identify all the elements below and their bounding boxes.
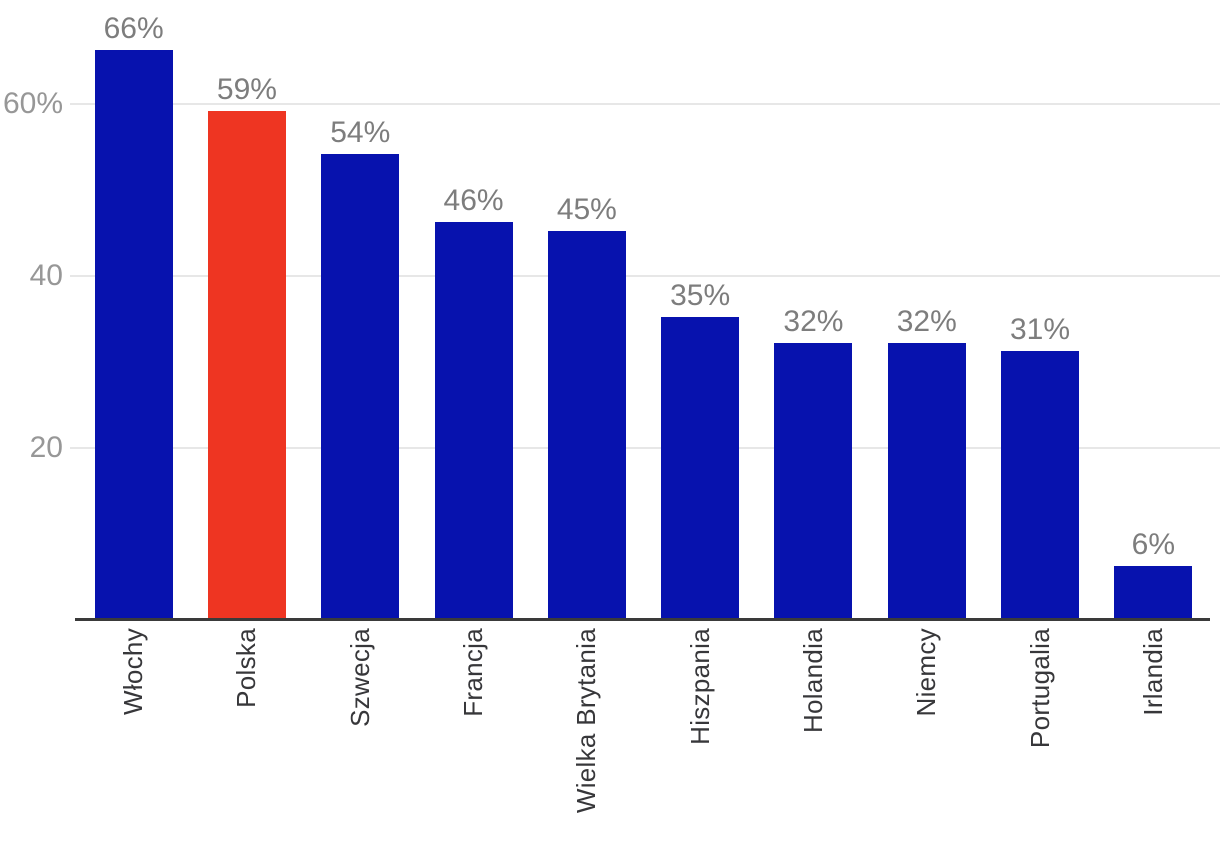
x-axis-label-slot: Polska: [190, 628, 303, 844]
x-axis-tick-label: Szwecja: [344, 628, 375, 727]
gridline: [70, 275, 1220, 277]
x-axis-label-slot: Portugalia: [983, 628, 1096, 844]
bar-value-label: 54%: [330, 115, 391, 149]
bar-group: 46%: [417, 0, 530, 618]
bar-group: 32%: [757, 0, 870, 618]
bar-value-label: 59%: [216, 72, 277, 106]
bar-value-label: 46%: [443, 184, 504, 218]
x-axis-tick-label: Francja: [458, 628, 489, 717]
bar: [207, 110, 286, 618]
x-axis-tick-label: Portugalia: [1024, 628, 1055, 749]
gridline: [70, 447, 1220, 449]
bar-group: 54%: [304, 0, 417, 618]
bar-value-label: 6%: [1131, 528, 1175, 562]
bar-value-label: 32%: [896, 304, 957, 338]
bars-layer: 66% 59% 54% 46% 45% 35% 32% 32% 31% 6%: [77, 0, 1210, 618]
x-axis-label-slot: Holandia: [757, 628, 870, 844]
y-axis-tick-label: 20: [29, 431, 63, 464]
x-axis-label-slot: Włochy: [77, 628, 190, 844]
x-axis-tick-label: Polska: [231, 628, 262, 708]
bar: [94, 50, 173, 618]
gridlines-layer: [70, 103, 1220, 449]
bar-group: 32%: [870, 0, 983, 618]
bar-value-label: 35%: [670, 279, 731, 312]
y-axis-tick-label: 60%: [2, 87, 63, 120]
x-axis-tick-label: Hiszpania: [684, 628, 715, 745]
bar: [1001, 351, 1080, 618]
x-axis-tick-label: Irlandia: [1137, 628, 1168, 716]
x-axis-tick-label: Holandia: [797, 628, 828, 734]
x-axis-label-slot: Hiszpania: [643, 628, 756, 844]
bar-value-label: 66%: [103, 12, 164, 46]
bar: [1114, 566, 1193, 618]
x-axis-tick-label: Włochy: [118, 628, 149, 716]
y-axis: 20 40 60%: [0, 0, 63, 620]
x-axis-label-slot: Wielka Brytania: [530, 628, 643, 844]
bar: [774, 342, 853, 618]
x-axis-tick-label: Wielka Brytania: [571, 628, 602, 814]
bar: [321, 153, 400, 618]
bar-value-label: 31%: [1010, 313, 1071, 347]
x-axis-tick-label: Niemcy: [911, 628, 942, 717]
bar-group: 45%: [530, 0, 643, 618]
x-axis-label-slot: Szwecja: [304, 628, 417, 844]
y-axis-tick-label: 40: [29, 259, 63, 292]
x-axis-labels: Włochy Polska Szwecja Francja Wielka Brytani…: [77, 628, 1210, 844]
gridline: [70, 103, 1220, 105]
bar-group: 6%: [1097, 0, 1210, 618]
bar-value-label: 32%: [783, 304, 844, 338]
bar-value-label: 45%: [556, 193, 617, 226]
bar: [887, 342, 966, 618]
bar: [547, 231, 626, 618]
bar: [661, 317, 740, 618]
bar: [434, 222, 513, 618]
bar-group: 66%: [77, 0, 190, 618]
x-axis-label-slot: Irlandia: [1097, 628, 1210, 844]
bar-group: 59%: [190, 0, 303, 618]
bar-group: 35%: [643, 0, 756, 618]
x-axis-label-slot: Niemcy: [870, 628, 983, 844]
bar-group: 31%: [983, 0, 1096, 618]
x-axis-label-slot: Francja: [417, 628, 530, 844]
x-axis-line: [75, 618, 1210, 621]
